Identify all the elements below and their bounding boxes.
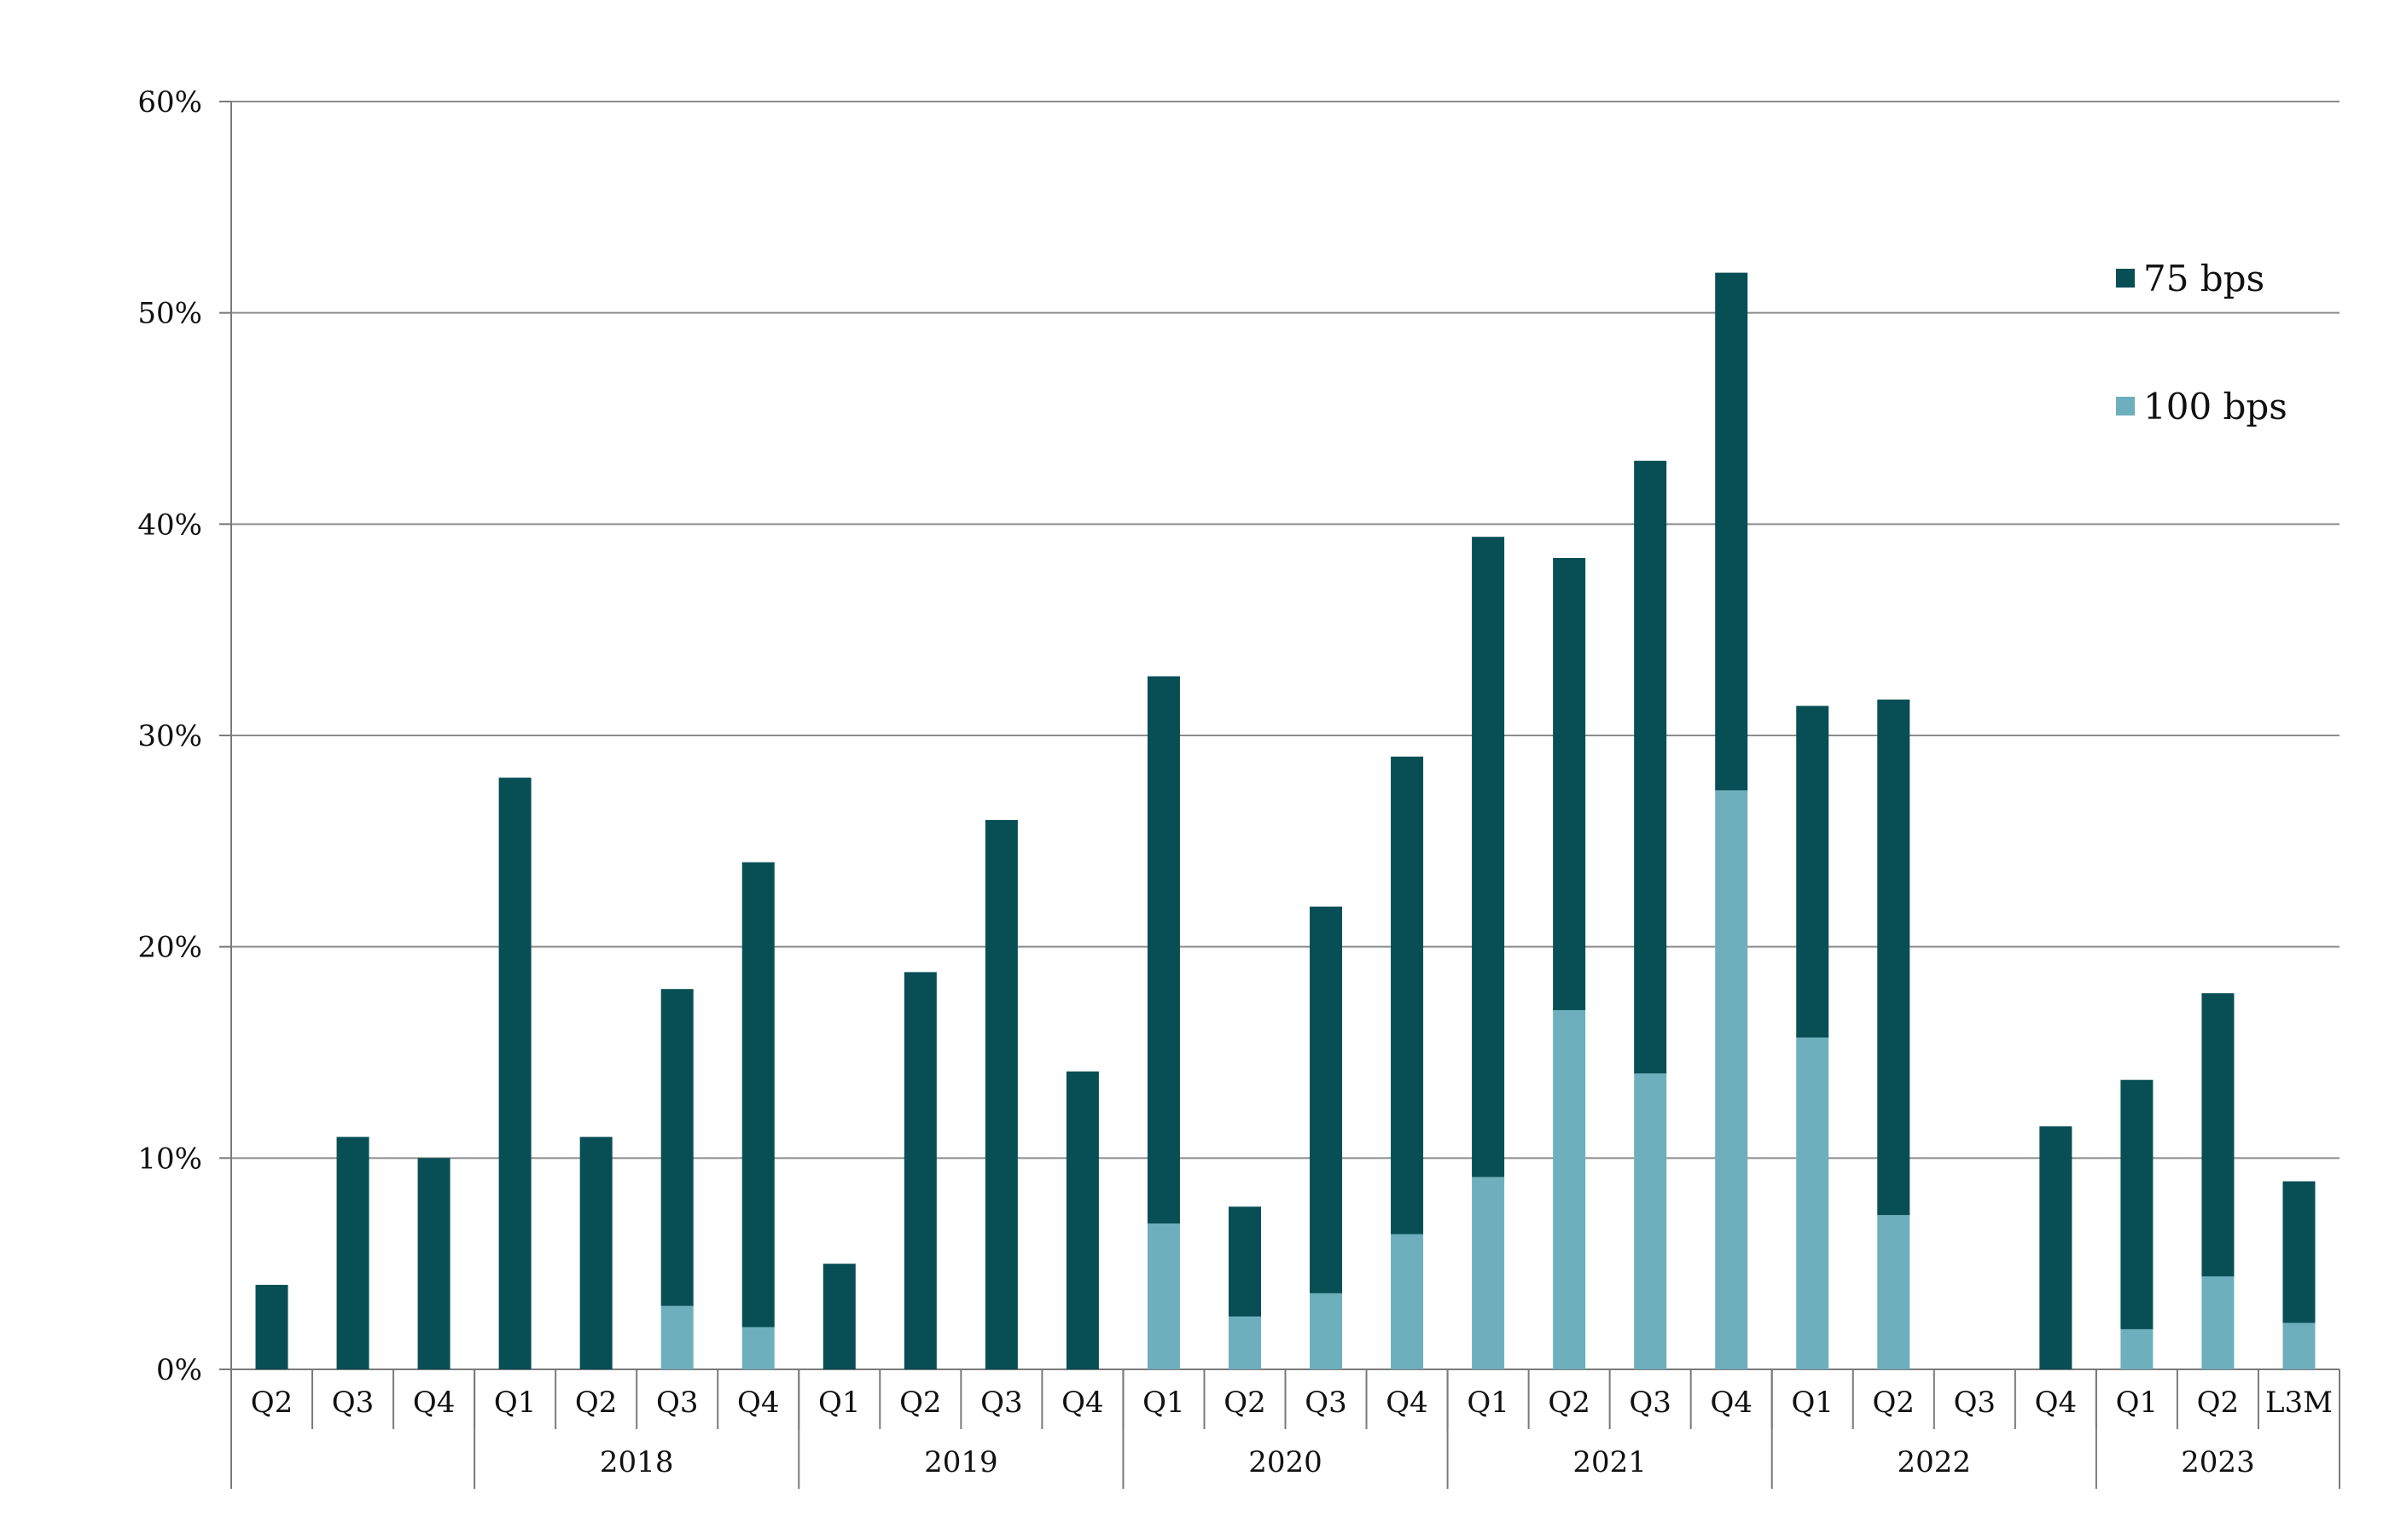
x-category-label: Q4 xyxy=(737,1386,780,1420)
x-category-label: Q4 xyxy=(1386,1386,1428,1420)
bar-segment-75-bps xyxy=(1796,706,1829,1038)
x-category-label: Q4 xyxy=(1061,1386,1104,1420)
bar-segment-75-bps xyxy=(417,1158,450,1369)
bar-segment-100-bps xyxy=(1877,1215,1910,1369)
y-tick-label: 60% xyxy=(137,85,202,119)
bar-segment-75-bps xyxy=(1310,906,1343,1293)
x-category-label: Q3 xyxy=(1305,1386,1347,1420)
bar-segment-75-bps xyxy=(1391,756,1424,1235)
bar-segment-75-bps xyxy=(660,989,694,1306)
bar-segment-75-bps xyxy=(1553,557,1586,1010)
legend-label: 100 bps xyxy=(2143,386,2287,427)
bar-segment-100-bps xyxy=(1472,1177,1505,1369)
bar-segment-100-bps xyxy=(1147,1223,1180,1369)
bar-segment-75-bps xyxy=(985,820,1018,1369)
x-category-label: Q2 xyxy=(2197,1386,2240,1420)
bar-segment-100-bps xyxy=(2120,1328,2154,1369)
x-year-label: 2019 xyxy=(924,1445,998,1479)
gridlines xyxy=(231,101,2340,1159)
bar-segment-75-bps xyxy=(2120,1079,2154,1329)
x-category-label: Q2 xyxy=(1548,1386,1590,1420)
bar-segment-75-bps xyxy=(2039,1126,2072,1369)
x-category-label: Q2 xyxy=(899,1386,942,1420)
x-category-label: Q3 xyxy=(1954,1386,1997,1420)
bar-segment-100-bps xyxy=(1228,1316,1261,1369)
y-tick-label: 0% xyxy=(156,1353,202,1387)
bar-segment-75-bps xyxy=(1147,676,1180,1224)
bar-segment-100-bps xyxy=(1796,1037,1829,1369)
y-tick-label: 40% xyxy=(137,508,202,542)
axes: 0% 10% 20% 30% 40% 50% 60% xyxy=(137,85,2340,1387)
bar-segment-75-bps xyxy=(1715,272,1748,791)
x-category-label: Q1 xyxy=(1791,1386,1834,1420)
bar-segment-100-bps xyxy=(2282,1322,2316,1369)
bar-segment-75-bps xyxy=(579,1136,613,1369)
x-year-label: 2020 xyxy=(1248,1445,1322,1479)
bar-segment-100-bps xyxy=(1310,1293,1343,1369)
bar-segment-75-bps xyxy=(498,777,532,1369)
bar-segment-75-bps xyxy=(1634,461,1667,1074)
bars xyxy=(255,272,2316,1369)
bar-segment-100-bps xyxy=(741,1327,775,1369)
bar-segment-75-bps xyxy=(2201,993,2235,1277)
bar-segment-75-bps xyxy=(904,972,937,1369)
x-category-label: Q2 xyxy=(1224,1386,1266,1420)
legend-swatch xyxy=(2116,269,2135,288)
x-category-label: Q3 xyxy=(332,1386,375,1420)
x-year-label: 2021 xyxy=(1572,1445,1647,1479)
bar-segment-100-bps xyxy=(1715,790,1748,1369)
x-category-label: L3M xyxy=(2265,1386,2333,1420)
x-category-label: Q1 xyxy=(818,1386,861,1420)
x-category-label: Q4 xyxy=(2035,1386,2078,1420)
x-category-label: Q1 xyxy=(1142,1386,1185,1420)
bar-segment-100-bps xyxy=(2201,1276,2235,1369)
x-category-label: Q2 xyxy=(575,1386,618,1420)
bar-segment-75-bps xyxy=(1472,537,1505,1177)
x-category-label: Q3 xyxy=(980,1386,1023,1420)
bar-segment-75-bps xyxy=(336,1136,369,1369)
bar-segment-100-bps xyxy=(1634,1073,1667,1369)
x-category-label: Q1 xyxy=(2116,1386,2159,1420)
legend-swatch xyxy=(2116,397,2135,416)
y-tick-label: 20% xyxy=(137,931,202,965)
x-axis-labels: Q2 Q3 Q4 Q1 Q2 Q3 Q4 Q1 Q2 Q3 Q4 Q1 Q2 Q3 Q4 Q1 Q2 Q3 Q4 Q1… xyxy=(230,1369,2340,1489)
bar-segment-75-bps xyxy=(2282,1181,2316,1323)
legend-label: 75 bps xyxy=(2143,258,2264,299)
bar-segment-100-bps xyxy=(1391,1234,1424,1369)
x-category-label: Q4 xyxy=(413,1386,456,1420)
bar-segment-100-bps xyxy=(1553,1009,1586,1369)
bar-segment-75-bps xyxy=(255,1284,288,1369)
x-category-label: Q3 xyxy=(656,1386,699,1420)
x-category-label: Q3 xyxy=(1629,1386,1671,1420)
bar-segment-75-bps xyxy=(1228,1206,1261,1317)
x-category-label: Q1 xyxy=(1467,1386,1509,1420)
x-year-label: 2018 xyxy=(600,1445,674,1479)
y-tick-label: 30% xyxy=(137,719,202,753)
bar-segment-75-bps xyxy=(741,862,775,1328)
x-year-label: 2023 xyxy=(2181,1445,2255,1479)
x-category-label: Q4 xyxy=(1710,1386,1753,1420)
bar-segment-100-bps xyxy=(660,1305,694,1369)
x-category-label: Q2 xyxy=(251,1386,294,1420)
bar-segment-75-bps xyxy=(822,1264,856,1369)
y-tick-label: 50% xyxy=(137,297,202,331)
x-category-label: Q2 xyxy=(1873,1386,1915,1420)
bar-segment-75-bps xyxy=(1066,1071,1099,1369)
y-tick-label: 10% xyxy=(137,1142,202,1176)
x-year-label: 2022 xyxy=(1898,1445,1972,1479)
x-category-label: Q1 xyxy=(494,1386,537,1420)
bar-segment-75-bps xyxy=(1877,699,1910,1216)
legend: 75 bps 100 bps xyxy=(2116,258,2287,427)
